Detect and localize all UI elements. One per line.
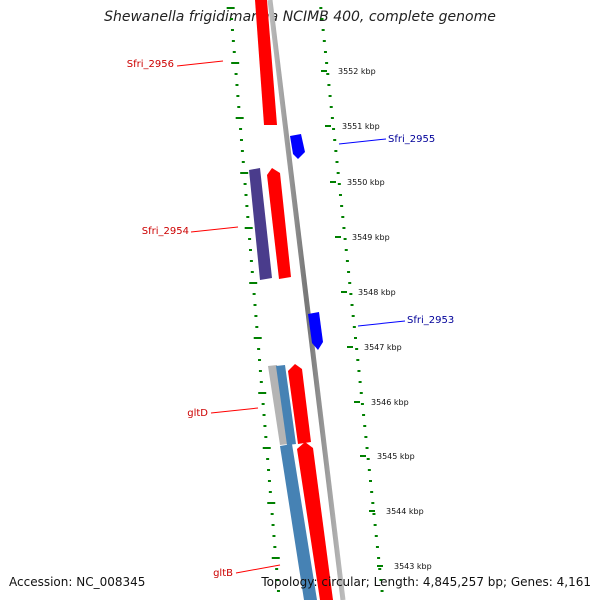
feature-sfri-2955 (290, 134, 305, 159)
kbp-tick-label: 3547 kbp (364, 343, 402, 352)
gene-label-gltd: gltD (187, 408, 208, 419)
gene-label-connector (190, 226, 239, 233)
gene-label-connector (210, 407, 259, 414)
gene-label-sfri-2955: Sfri_2955 (388, 134, 435, 145)
kbp-tick-label: 3549 kbp (352, 233, 390, 242)
gene-label-connector (235, 564, 281, 574)
kbp-tick-label: 3543 kbp (394, 562, 432, 571)
gene-label-sfri-2956: Sfri_2956 (127, 59, 174, 70)
gene-label-connector (176, 60, 224, 67)
kbp-tick-label: 3548 kbp (358, 288, 396, 297)
kbp-tick-label: 3545 kbp (377, 452, 415, 461)
gene-label-connector (357, 320, 406, 327)
feature-sfri-2954-navy (249, 168, 272, 280)
gene-label-sfri-2953: Sfri_2953 (407, 315, 454, 326)
outer-tick-track (319, 7, 384, 592)
map-title: Shewanella frigidimarina NCIMB 400, comp… (104, 9, 496, 25)
feature-sfri-2953 (308, 312, 323, 350)
feature-sfri-2956 (255, 0, 277, 125)
kbp-tick-label: 3550 kbp (347, 178, 385, 187)
gene-label-gltb: gltB (213, 568, 233, 579)
kbp-tick-label: 3544 kbp (386, 507, 424, 516)
accession-label: Accession: NC_008345 (9, 575, 146, 589)
feature-gltd-grey (268, 365, 289, 445)
feature-gltb-red (297, 442, 333, 600)
gene-label-connector (338, 138, 387, 145)
feature-gltd-red (288, 364, 311, 444)
topology-label: Topology: circular; Length: 4,845,257 bp… (261, 575, 591, 589)
feature-sfri-2954-red (267, 168, 291, 279)
kbp-tick-label: 3552 kbp (338, 67, 376, 76)
feature-gltb-steel (280, 444, 317, 600)
feature-gltd-steel (276, 365, 296, 445)
kbp-tick-label: 3546 kbp (371, 398, 409, 407)
feature-track (249, 0, 333, 600)
gene-label-connectors (176, 60, 406, 574)
gene-label-sfri-2954: Sfri_2954 (142, 226, 189, 237)
inner-tick-track (226, 7, 280, 592)
kbp-tick-label: 3551 kbp (342, 122, 380, 131)
genome-backbone (267, 0, 346, 600)
